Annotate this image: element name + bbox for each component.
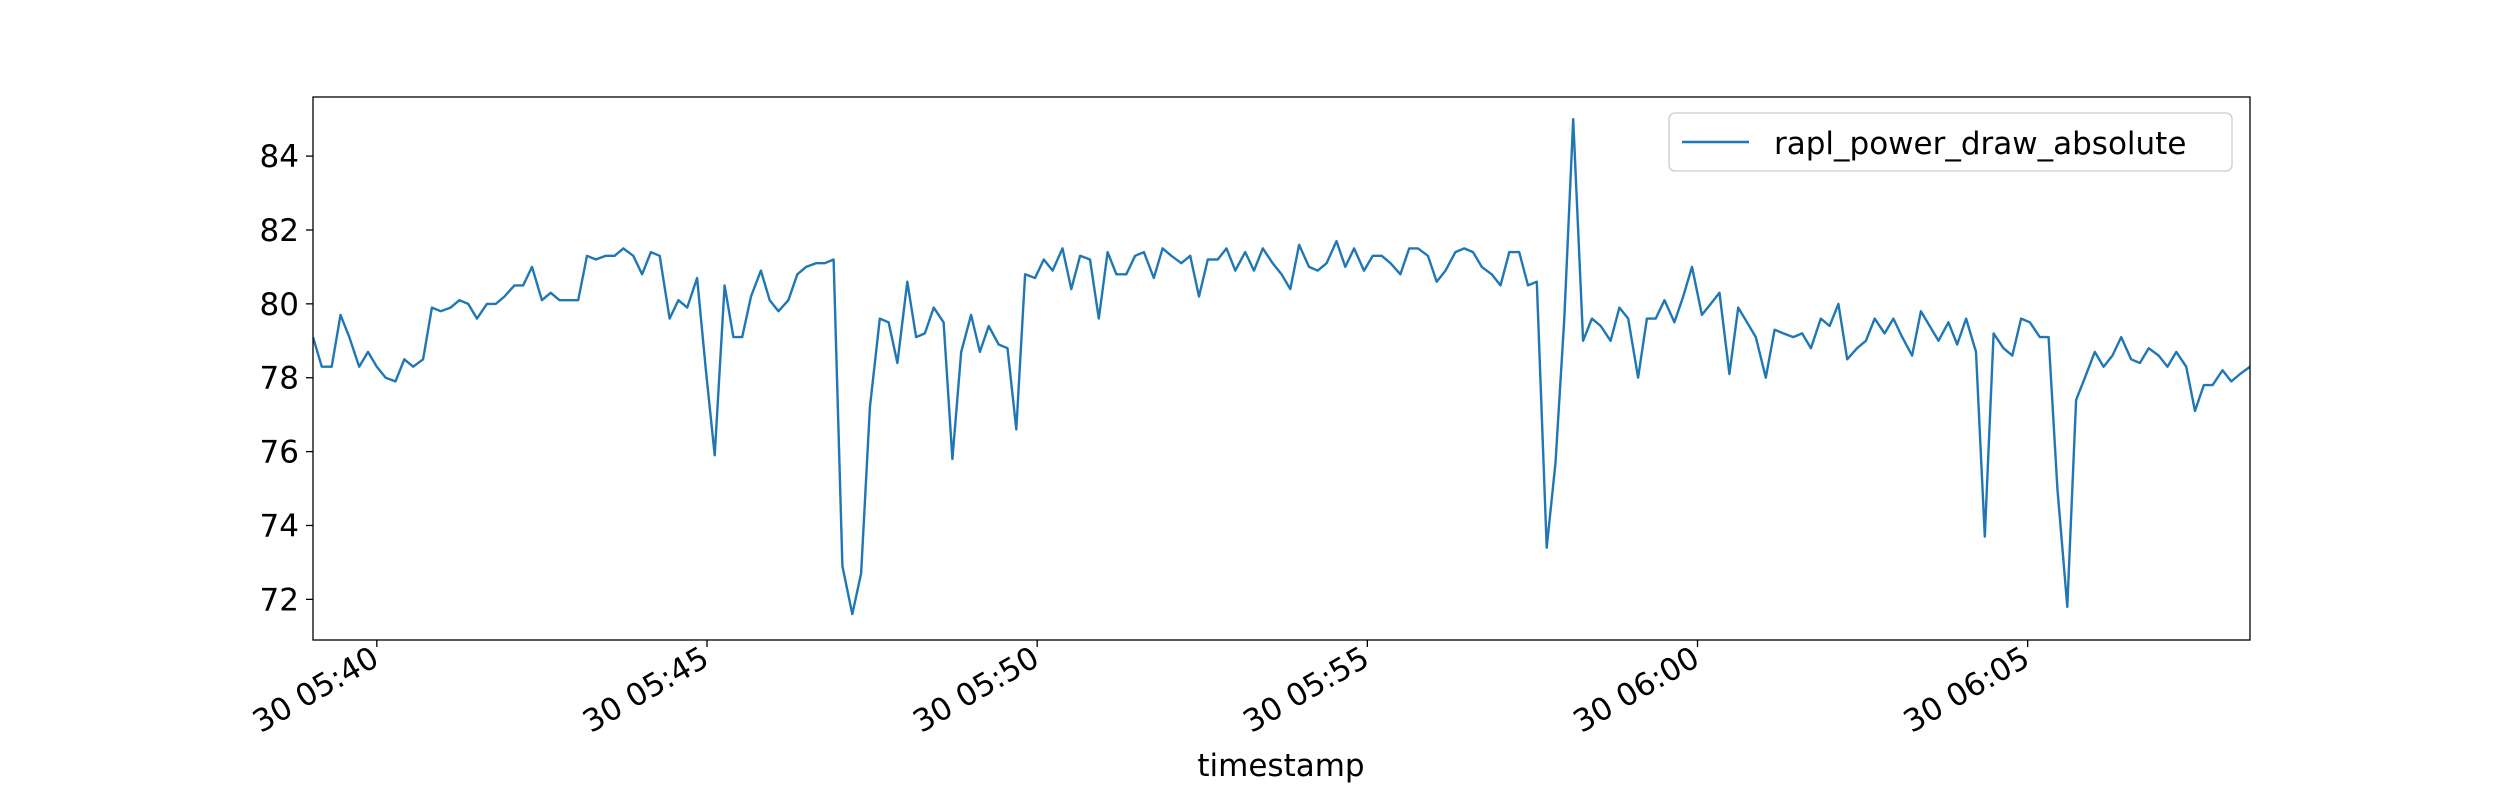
data-line: [313, 118, 2250, 616]
y-tick-label: 84: [260, 139, 299, 175]
y-tick-label: 78: [260, 361, 299, 397]
legend-box: [1668, 112, 2233, 172]
y-tick-label: 74: [260, 508, 299, 544]
legend-label: rapl_power_draw_absolute: [1774, 126, 2186, 162]
y-tick-label: 76: [260, 435, 299, 471]
y-tick-label: 82: [260, 213, 299, 249]
x-axis-label: timestamp: [1197, 748, 1364, 784]
y-tick-label: 72: [260, 582, 299, 618]
y-tick-label: 80: [260, 287, 299, 323]
plot-frame: [312, 96, 2251, 641]
